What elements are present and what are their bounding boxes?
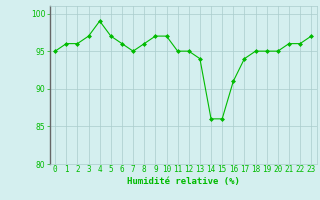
X-axis label: Humidité relative (%): Humidité relative (%) <box>127 177 240 186</box>
